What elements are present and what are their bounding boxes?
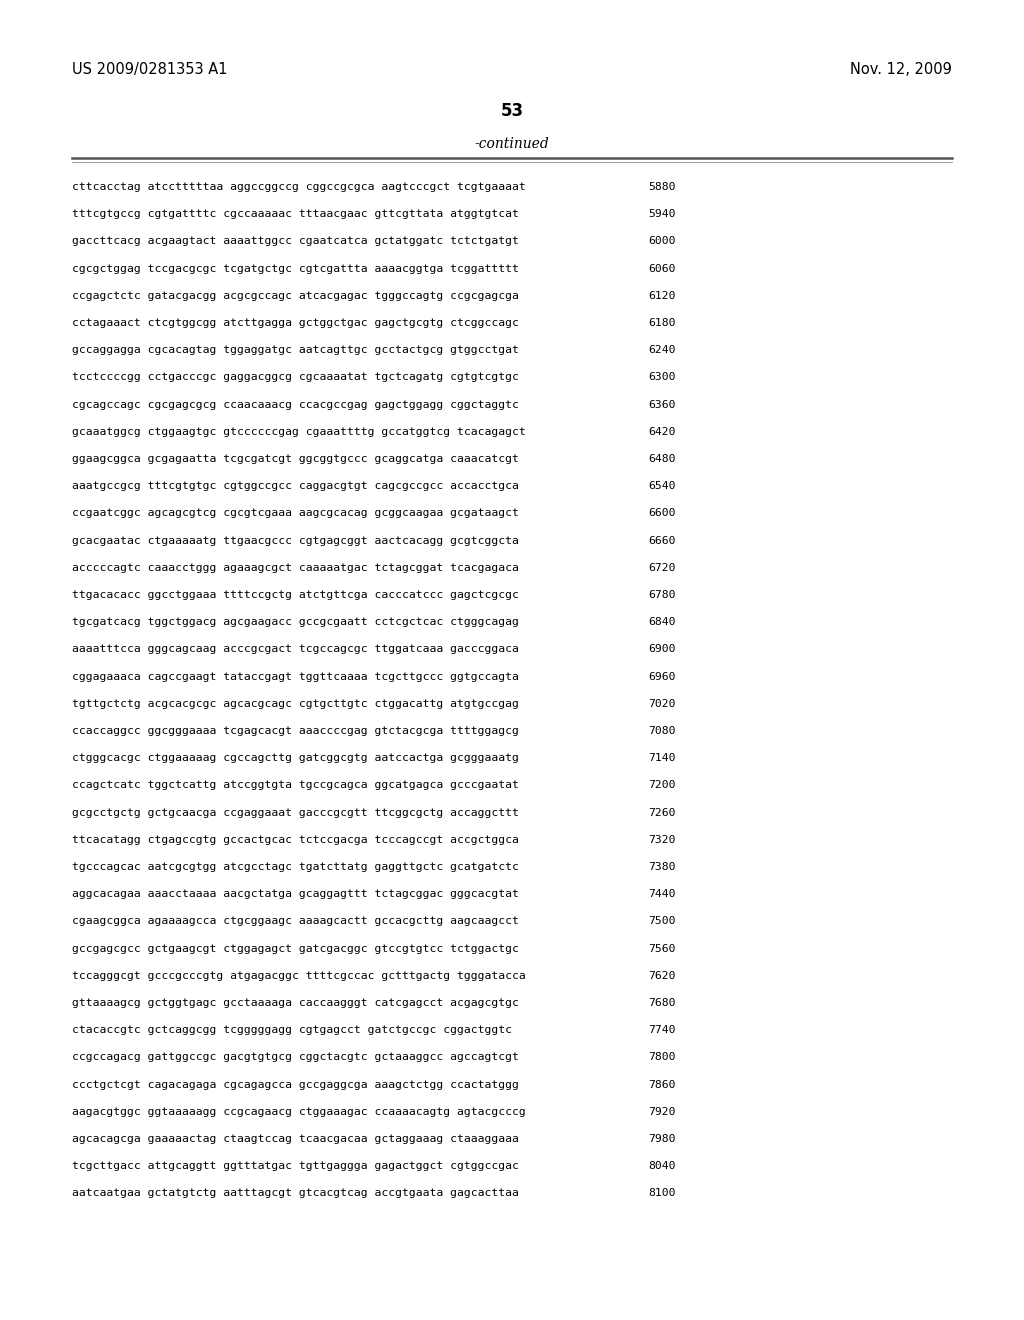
Text: cttcacctag atcctttttaa aggccggccg cggccgcgca aagtcccgct tcgtgaaaat: cttcacctag atcctttttaa aggccggccg cggccg…	[72, 182, 525, 191]
Text: gttaaaagcg gctggtgagc gcctaaaaga caccaagggt catcgagcct acgagcgtgc: gttaaaagcg gctggtgagc gcctaaaaga caccaag…	[72, 998, 519, 1008]
Text: 7380: 7380	[648, 862, 676, 873]
Text: tcctccccgg cctgacccgc gaggacggcg cgcaaaatat tgctcagatg cgtgtcgtgc: tcctccccgg cctgacccgc gaggacggcg cgcaaaa…	[72, 372, 519, 383]
Text: cgcgctggag tccgacgcgc tcgatgctgc cgtcgattta aaaacggtga tcggattttt: cgcgctggag tccgacgcgc tcgatgctgc cgtcgat…	[72, 264, 519, 273]
Text: cgaagcggca agaaaagcca ctgcggaagc aaaagcactt gccacgcttg aagcaagcct: cgaagcggca agaaaagcca ctgcggaagc aaaagca…	[72, 916, 519, 927]
Text: Nov. 12, 2009: Nov. 12, 2009	[850, 62, 952, 77]
Text: 7200: 7200	[648, 780, 676, 791]
Text: 6180: 6180	[648, 318, 676, 327]
Text: acccccagtc caaacctggg agaaagcgct caaaaatgac tctagcggat tcacgagaca: acccccagtc caaacctggg agaaagcgct caaaaat…	[72, 562, 519, 573]
Text: ccaccaggcc ggcgggaaaa tcgagcacgt aaaccccgag gtctacgcga ttttggagcg: ccaccaggcc ggcgggaaaa tcgagcacgt aaacccc…	[72, 726, 519, 737]
Text: 6780: 6780	[648, 590, 676, 601]
Text: tcgcttgacc attgcaggtt ggtttatgac tgttgaggga gagactggct cgtggccgac: tcgcttgacc attgcaggtt ggtttatgac tgttgag…	[72, 1162, 519, 1171]
Text: 6660: 6660	[648, 536, 676, 545]
Text: tttcgtgccg cgtgattttc cgccaaaaac tttaacgaac gttcgttata atggtgtcat: tttcgtgccg cgtgattttc cgccaaaaac tttaacg…	[72, 209, 519, 219]
Text: 7860: 7860	[648, 1080, 676, 1089]
Text: gccaggagga cgcacagtag tggaggatgc aatcagttgc gcctactgcg gtggcctgat: gccaggagga cgcacagtag tggaggatgc aatcagt…	[72, 346, 519, 355]
Text: gaccttcacg acgaagtact aaaattggcc cgaatcatca gctatggatc tctctgatgt: gaccttcacg acgaagtact aaaattggcc cgaatca…	[72, 236, 519, 247]
Text: gcaaatggcg ctggaagtgc gtccccccgag cgaaattttg gccatggtcg tcacagagct: gcaaatggcg ctggaagtgc gtccccccgag cgaaat…	[72, 426, 525, 437]
Text: 5940: 5940	[648, 209, 676, 219]
Text: 6240: 6240	[648, 346, 676, 355]
Text: 7980: 7980	[648, 1134, 676, 1144]
Text: tgttgctctg acgcacgcgc agcacgcagc cgtgcttgtc ctggacattg atgtgccgag: tgttgctctg acgcacgcgc agcacgcagc cgtgctt…	[72, 698, 519, 709]
Text: 6720: 6720	[648, 562, 676, 573]
Text: cgcagccagc cgcgagcgcg ccaacaaacg ccacgccgag gagctggagg cggctaggtc: cgcagccagc cgcgagcgcg ccaacaaacg ccacgcc…	[72, 400, 519, 409]
Text: 7260: 7260	[648, 808, 676, 817]
Text: ccgccagacg gattggccgc gacgtgtgcg cggctacgtc gctaaaggcc agccagtcgt: ccgccagacg gattggccgc gacgtgtgcg cggctac…	[72, 1052, 519, 1063]
Text: 7620: 7620	[648, 970, 676, 981]
Text: cctagaaact ctcgtggcgg atcttgagga gctggctgac gagctgcgtg ctcggccagc: cctagaaact ctcgtggcgg atcttgagga gctggct…	[72, 318, 519, 327]
Text: ctacaccgtc gctcaggcgg tcgggggagg cgtgagcct gatctgccgc cggactggtc: ctacaccgtc gctcaggcgg tcgggggagg cgtgagc…	[72, 1026, 512, 1035]
Text: 6840: 6840	[648, 618, 676, 627]
Text: 53: 53	[501, 102, 523, 120]
Text: tgcgatcacg tggctggacg agcgaagacc gccgcgaatt cctcgctcac ctgggcagag: tgcgatcacg tggctggacg agcgaagacc gccgcga…	[72, 618, 519, 627]
Text: 7560: 7560	[648, 944, 676, 953]
Text: 6120: 6120	[648, 290, 676, 301]
Text: 7680: 7680	[648, 998, 676, 1008]
Text: 6600: 6600	[648, 508, 676, 519]
Text: 7020: 7020	[648, 698, 676, 709]
Text: aatcaatgaa gctatgtctg aatttagcgt gtcacgtcag accgtgaata gagcacttaa: aatcaatgaa gctatgtctg aatttagcgt gtcacgt…	[72, 1188, 519, 1199]
Text: 8040: 8040	[648, 1162, 676, 1171]
Text: aagacgtggc ggtaaaaagg ccgcagaacg ctggaaagac ccaaaacagtg agtacgcccg: aagacgtggc ggtaaaaagg ccgcagaacg ctggaaa…	[72, 1106, 525, 1117]
Text: 5880: 5880	[648, 182, 676, 191]
Text: 6300: 6300	[648, 372, 676, 383]
Text: 6420: 6420	[648, 426, 676, 437]
Text: 7440: 7440	[648, 890, 676, 899]
Text: gcacgaatac ctgaaaaatg ttgaacgccc cgtgagcggt aactcacagg gcgtcggcta: gcacgaatac ctgaaaaatg ttgaacgccc cgtgagc…	[72, 536, 519, 545]
Text: ttgacacacc ggcctggaaa ttttccgctg atctgttcga cacccatccc gagctcgcgc: ttgacacacc ggcctggaaa ttttccgctg atctgtt…	[72, 590, 519, 601]
Text: 7140: 7140	[648, 754, 676, 763]
Text: -continued: -continued	[475, 137, 549, 150]
Text: ccagctcatc tggctcattg atccggtgta tgccgcagca ggcatgagca gcccgaatat: ccagctcatc tggctcattg atccggtgta tgccgca…	[72, 780, 519, 791]
Text: 6540: 6540	[648, 482, 676, 491]
Text: 7080: 7080	[648, 726, 676, 737]
Text: 7500: 7500	[648, 916, 676, 927]
Text: 6480: 6480	[648, 454, 676, 465]
Text: agcacagcga gaaaaactag ctaagtccag tcaacgacaa gctaggaaag ctaaaggaaa: agcacagcga gaaaaactag ctaagtccag tcaacga…	[72, 1134, 519, 1144]
Text: aggcacagaa aaacctaaaa aacgctatga gcaggagttt tctagcggac gggcacgtat: aggcacagaa aaacctaaaa aacgctatga gcaggag…	[72, 890, 519, 899]
Text: ccctgctcgt cagacagaga cgcagagcca gccgaggcga aaagctctgg ccactatggg: ccctgctcgt cagacagaga cgcagagcca gccgagg…	[72, 1080, 519, 1089]
Text: 7920: 7920	[648, 1106, 676, 1117]
Text: ctgggcacgc ctggaaaaag cgccagcttg gatcggcgtg aatccactga gcgggaaatg: ctgggcacgc ctggaaaaag cgccagcttg gatcggc…	[72, 754, 519, 763]
Text: aaatgccgcg tttcgtgtgc cgtggccgcc caggacgtgt cagcgccgcc accacctgca: aaatgccgcg tttcgtgtgc cgtggccgcc caggacg…	[72, 482, 519, 491]
Text: 6960: 6960	[648, 672, 676, 681]
Text: 6000: 6000	[648, 236, 676, 247]
Text: 6900: 6900	[648, 644, 676, 655]
Text: 7800: 7800	[648, 1052, 676, 1063]
Text: ggaagcggca gcgagaatta tcgcgatcgt ggcggtgccc gcaggcatga caaacatcgt: ggaagcggca gcgagaatta tcgcgatcgt ggcggtg…	[72, 454, 519, 465]
Text: ccgagctctc gatacgacgg acgcgccagc atcacgagac tgggccagtg ccgcgagcga: ccgagctctc gatacgacgg acgcgccagc atcacga…	[72, 290, 519, 301]
Text: 6060: 6060	[648, 264, 676, 273]
Text: aaaatttcca gggcagcaag acccgcgact tcgccagcgc ttggatcaaa gacccggaca: aaaatttcca gggcagcaag acccgcgact tcgccag…	[72, 644, 519, 655]
Text: ttcacatagg ctgagccgtg gccactgcac tctccgacga tcccagccgt accgctggca: ttcacatagg ctgagccgtg gccactgcac tctccga…	[72, 834, 519, 845]
Text: 7320: 7320	[648, 834, 676, 845]
Text: 8100: 8100	[648, 1188, 676, 1199]
Text: ccgaatcggc agcagcgtcg cgcgtcgaaa aagcgcacag gcggcaagaa gcgataagct: ccgaatcggc agcagcgtcg cgcgtcgaaa aagcgca…	[72, 508, 519, 519]
Text: gcgcctgctg gctgcaacga ccgaggaaat gacccgcgtt ttcggcgctg accaggcttt: gcgcctgctg gctgcaacga ccgaggaaat gacccgc…	[72, 808, 519, 817]
Text: cggagaaaca cagccgaagt tataccgagt tggttcaaaa tcgcttgccc ggtgccagta: cggagaaaca cagccgaagt tataccgagt tggttca…	[72, 672, 519, 681]
Text: 6360: 6360	[648, 400, 676, 409]
Text: gccgagcgcc gctgaagcgt ctggagagct gatcgacggc gtccgtgtcc tctggactgc: gccgagcgcc gctgaagcgt ctggagagct gatcgac…	[72, 944, 519, 953]
Text: tccagggcgt gcccgcccgtg atgagacggc ttttcgccac gctttgactg tgggatacca: tccagggcgt gcccgcccgtg atgagacggc ttttcg…	[72, 970, 525, 981]
Text: tgcccagcac aatcgcgtgg atcgcctagc tgatcttatg gaggttgctc gcatgatctc: tgcccagcac aatcgcgtgg atcgcctagc tgatctt…	[72, 862, 519, 873]
Text: US 2009/0281353 A1: US 2009/0281353 A1	[72, 62, 227, 77]
Text: 7740: 7740	[648, 1026, 676, 1035]
